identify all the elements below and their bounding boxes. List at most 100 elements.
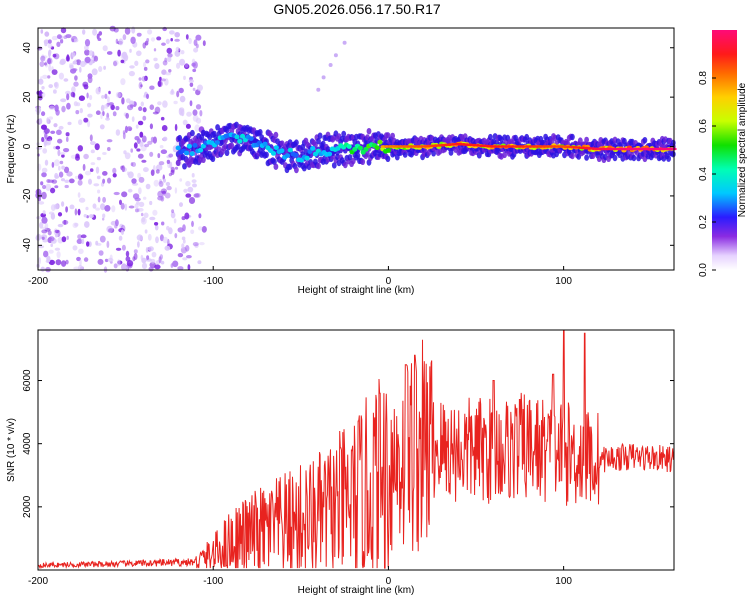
noise-speckle [103,65,106,70]
spectrogram-ytick-label: -20 [22,188,33,203]
noise-speckle [179,178,183,182]
noise-speckle [174,166,179,170]
noise-speckle [102,178,106,184]
noise-speckle [65,55,70,62]
noise-speckle [69,204,75,210]
noise-speckle [96,242,102,246]
noise-speckle [177,253,184,258]
spectrogram-cell [642,137,648,144]
noise-speckle [179,95,186,103]
noise-speckle [118,38,124,46]
noise-speckle [149,151,154,157]
noise-speckle [199,242,205,246]
noise-speckle [148,266,154,272]
noise-speckle [68,178,75,184]
noise-speckle [121,165,126,173]
noise-speckle [61,236,67,243]
spectrogram-core-cell [214,140,220,145]
noise-speckle [58,125,64,130]
noise-speckle [138,201,145,207]
noise-speckle [40,266,46,272]
noise-speckle [97,196,101,203]
noise-speckle [52,53,57,58]
noise-speckle [117,49,121,57]
noise-speckle [44,159,49,166]
noise-speckle [143,212,149,219]
noise-speckle [120,52,127,60]
spectrogram-xtick-label: -100 [203,276,223,287]
colorbar-tick-label: 0.4 [698,167,709,181]
noise-speckle [174,233,178,239]
noise-speckle [194,124,200,132]
noise-speckle [44,227,51,232]
noise-speckle [178,87,184,94]
noise-speckle [84,49,90,56]
noise-speckle [48,49,52,55]
noise-speckle [154,224,159,231]
noise-speckle [143,61,146,68]
noise-speckle [75,110,80,115]
spectrogram-ytick-label: 20 [22,91,33,103]
noise-speckle [175,46,180,53]
noise-speckle [156,164,163,171]
spectrogram-cell [366,128,372,135]
snr-ytick-label: 4000 [22,432,33,455]
noise-speckle [192,242,199,247]
noise-speckle [51,69,58,75]
spectrogram-cell [190,129,195,137]
snr-xlabel: Height of straight line (km) [298,585,415,596]
noise-speckle [84,45,89,51]
noise-speckle [157,80,163,88]
noise-speckle [48,84,53,89]
noise-speckle [177,227,184,233]
spectrogram-cell [577,137,583,144]
noise-speckle [160,149,168,154]
noise-speckle [112,173,117,178]
noise-speckle [65,132,70,137]
noise-speckle [147,233,152,241]
noise-speckle [161,221,165,226]
noise-speckle [42,184,47,190]
noise-speckle [83,117,89,123]
noise-speckle [108,228,113,233]
noise-speckle [181,243,185,249]
noise-speckle [75,155,80,161]
noise-speckle [173,100,178,105]
spectrogram-core-cell [237,138,243,144]
noise-speckle [60,98,67,103]
noise-speckle [141,135,147,143]
noise-speckle [176,90,180,98]
noise-speckle [141,159,147,163]
noise-speckle [42,148,48,154]
noise-speckle [169,30,175,35]
noise-speckle [131,178,137,184]
spectrogram-cell [215,124,221,131]
snr-xtick-label: 0 [386,576,392,587]
snr-frame [37,329,675,571]
spectrogram-cell [229,142,235,149]
noise-speckle [100,203,106,211]
noise-speckle [55,109,60,116]
noise-speckle [95,207,100,211]
noise-speckle [157,80,162,87]
stray-point [342,40,347,45]
noise-speckle [64,179,70,183]
noise-speckle [90,149,95,154]
noise-speckle [191,58,196,64]
noise-speckle [82,29,86,35]
noise-speckle [66,102,71,110]
spectrogram-cell [257,129,263,136]
noise-speckle [135,124,139,129]
noise-speckle [197,260,202,265]
noise-speckle [152,111,159,115]
noise-speckle [150,37,156,42]
noise-speckle [195,117,202,124]
spectrogram-xtick-label: 100 [555,276,572,287]
noise-speckle [48,116,53,120]
noise-speckle [121,229,124,235]
snr-ticks: -200 -100 0 100 2000 4000 6000 [22,369,674,587]
noise-speckle [188,197,196,204]
noise-speckle [97,37,102,42]
noise-speckle [73,38,79,43]
spectrogram-core-cell [175,145,181,151]
